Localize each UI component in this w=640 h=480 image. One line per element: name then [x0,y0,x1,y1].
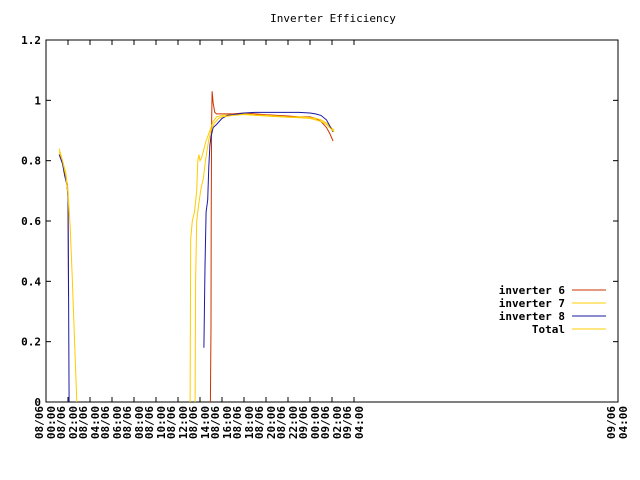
x-tick-label-group: 09/0602:00 [319,406,344,439]
x-tick-label: 08/0616:00 [209,406,234,439]
x-tick-label-group: 09/0604:00 [605,406,630,439]
x-tick-label-group: 08/0618:00 [231,406,256,439]
x-tick-label: 08/0610:00 [143,406,168,439]
series-line-inverter-6 [209,91,334,403]
x-tick-label-group: 08/0610:00 [143,406,168,439]
series-line-inverter-7 [189,113,335,403]
x-tick-label: 08/0618:00 [231,406,256,439]
y-tick-label: 0.4 [21,275,41,288]
x-tick-label-group: 09/0604:00 [341,406,366,439]
x-tick-label: 08/0600:00 [33,406,58,439]
series-line-total [194,113,335,403]
legend-label: Total [532,323,565,336]
x-tick-label-group: 08/0614:00 [187,406,212,439]
x-tick-label-group: 08/0622:00 [275,406,300,439]
y-tick-label: 0 [34,396,41,409]
series-layer [58,91,335,403]
x-tick-label: 09/0604:00 [341,406,366,439]
chart-title: Inverter Efficiency [270,12,396,25]
x-tick-label: 08/0604:00 [77,406,102,439]
legend-label: inverter 7 [499,297,565,310]
x-tick-label-group: 08/0612:00 [165,406,190,439]
y-axis: 0 0.2 0.4 0.6 0.8 1 1.2 [21,34,618,409]
x-tick-label-group: 08/0604:00 [77,406,102,439]
x-tick-label-group: 08/0602:00 [55,406,80,439]
series-line-total [58,151,70,216]
x-tick-label: 08/0614:00 [187,406,212,439]
x-tick-label: 08/0608:00 [121,406,146,439]
x-tick-label: 08/0602:00 [55,406,80,439]
y-tick-label: 1 [34,94,41,107]
legend-label: inverter 8 [499,310,565,323]
series-line-inverter-6 [58,154,69,297]
x-tick-label-group: 08/0600:00 [33,406,58,439]
y-tick-label: 1.2 [21,34,41,47]
x-tick-label: 09/0604:00 [605,406,630,439]
x-tick-label: 09/0600:00 [297,406,322,439]
x-tick-label-group: 08/0608:00 [121,406,146,439]
x-tick-label: 08/0620:00 [253,406,278,439]
x-tick-label-group: 08/0606:00 [99,406,124,439]
y-tick-label: 0.8 [21,155,41,168]
x-tick-label: 08/0622:00 [275,406,300,439]
x-tick-label-group: 08/0616:00 [209,406,234,439]
y-tick-label: 0.6 [21,215,41,228]
x-tick-label: 08/0606:00 [99,406,124,439]
y-tick-label: 0.2 [21,336,41,349]
plot-frame [45,39,619,403]
x-tick-label-group: 08/0620:00 [253,406,278,439]
x-tick-label: 09/0602:00 [319,406,344,439]
x-axis: 08/0602:0008/0604:0008/0606:0008/0608:00… [33,40,630,439]
x-tick-label-group: 09/0600:00 [297,406,322,439]
series-line-inverter-8 [203,111,334,348]
x-tick-label: 08/0612:00 [165,406,190,439]
legend-label: inverter 6 [499,284,566,297]
